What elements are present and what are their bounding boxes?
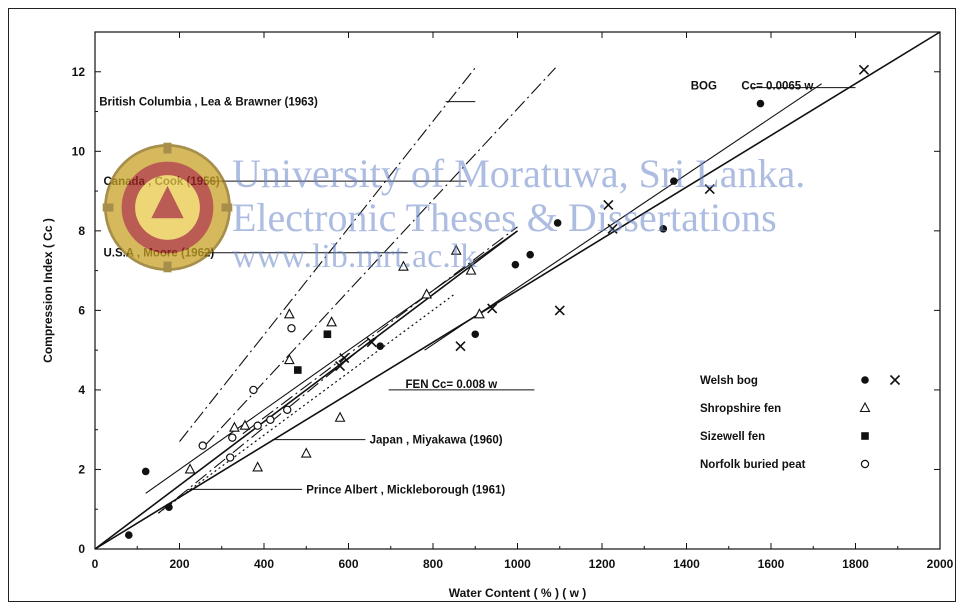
university-seal-logo [102, 142, 233, 273]
legend-marker-filled-square [861, 432, 869, 440]
data-point-triangle [239, 419, 251, 430]
legend-marker-triangle [859, 401, 871, 413]
data-point-triangle [300, 447, 312, 458]
data-point-cross [704, 184, 715, 195]
data-point-cross [339, 353, 350, 364]
legend-marker-open-circle [860, 459, 870, 469]
annotation-label: FEN Cc= 0.008 w [406, 379, 498, 391]
data-point-open-circle [287, 324, 296, 333]
data-point-filled-circle [670, 177, 678, 185]
data-point-filled-circle [376, 342, 384, 350]
correlation-line-4 [158, 293, 455, 514]
x-tick-label: 2000 [927, 557, 954, 571]
correlation-line-5 [158, 337, 375, 514]
x-tick-label: 800 [423, 557, 443, 571]
annotation-label: BOG [691, 81, 717, 93]
data-point-triangle [326, 316, 338, 327]
y-axis-label: Compression Index ( Cc ) [41, 218, 55, 363]
correlation-line-1 [94, 230, 518, 550]
annotation-label: Japan , Miyakawa (1960) [370, 435, 503, 447]
data-point-cross [607, 223, 618, 234]
data-point-triangle [334, 411, 346, 422]
data-point-cross [603, 199, 614, 211]
data-point-filled-circle [553, 219, 562, 227]
x-tick-label: 400 [254, 557, 274, 571]
correlation-line-8 [242, 226, 518, 435]
data-point-open-circle [225, 453, 235, 462]
data-point-triangle [229, 421, 240, 432]
data-point-filled-circle [471, 330, 480, 339]
data-point-open-circle [253, 421, 262, 430]
data-point-cross [334, 360, 346, 372]
figure-frame [8, 8, 956, 602]
data-point-triangle [474, 308, 485, 319]
data-point-triangle [252, 461, 264, 472]
legend-label: Welsh bog [700, 375, 758, 387]
data-point-triangle [398, 260, 409, 271]
x-tick-label: 1000 [504, 557, 531, 571]
legend-marker-filled-circle [861, 376, 869, 384]
data-point-triangle [465, 264, 477, 275]
data-point-triangle [421, 288, 433, 299]
data-point-open-circle [249, 385, 258, 395]
x-tick-label: 1400 [673, 557, 700, 571]
data-point-triangle [184, 463, 196, 474]
data-point-open-circle [283, 405, 292, 415]
x-tick-label: 1800 [842, 557, 869, 571]
data-point-cross [487, 303, 498, 314]
data-point-open-circle [198, 441, 207, 450]
y-tick-label: 0 [78, 542, 85, 556]
legend-label: Norfolk buried peat [700, 459, 806, 471]
correlation-line-6 [179, 67, 476, 442]
y-tick-label: 12 [72, 65, 86, 79]
data-point-filled-circle [756, 99, 765, 108]
annotation-label: British Columbia , Lea & Brawner (1963) [99, 97, 318, 109]
data-point-open-circle [228, 433, 237, 442]
x-tick-label: 200 [169, 557, 189, 571]
data-point-filled-circle [526, 250, 534, 259]
legend-label: Shropshire fen [700, 403, 781, 415]
data-point-triangle [450, 244, 462, 255]
data-point-filled-circle [659, 225, 668, 233]
annotation-label: Prince Albert , Mickleborough (1961) [306, 484, 505, 496]
data-point-filled-circle [141, 467, 150, 476]
data-point-filled-circle [125, 531, 133, 539]
y-tick-label: 6 [78, 303, 85, 317]
x-tick-label: 600 [338, 557, 358, 571]
correlation-line-2 [145, 230, 518, 494]
annotation-label: Cc= 0.0065 w [741, 81, 813, 93]
y-tick-label: 2 [78, 462, 85, 476]
data-point-cross [366, 337, 377, 348]
x-tick-label: 1200 [589, 557, 616, 571]
correlation-line-7 [204, 67, 556, 446]
data-point-cross [858, 64, 870, 75]
x-tick-label: 1600 [758, 557, 785, 571]
y-tick-label: 10 [72, 144, 86, 158]
x-axis-label: Water Content ( % ) ( w ) [449, 586, 587, 600]
x-tick-label: 0 [92, 557, 99, 571]
data-point-open-circle [266, 415, 275, 424]
y-tick-label: 4 [78, 383, 85, 397]
correlation-line-3 [424, 83, 823, 351]
data-point-filled-square [294, 366, 302, 374]
data-point-cross [554, 305, 565, 316]
data-point-triangle [283, 308, 295, 319]
data-point-filled-circle [165, 503, 173, 512]
legend-marker-cross [889, 374, 901, 386]
data-point-cross [455, 341, 466, 352]
legend-label: Sizewell fen [700, 431, 765, 443]
data-point-filled-circle [511, 260, 520, 269]
data-point-filled-square [323, 330, 332, 339]
correlation-line-0 [94, 31, 941, 550]
y-tick-label: 8 [78, 224, 85, 238]
data-point-triangle [283, 353, 295, 365]
